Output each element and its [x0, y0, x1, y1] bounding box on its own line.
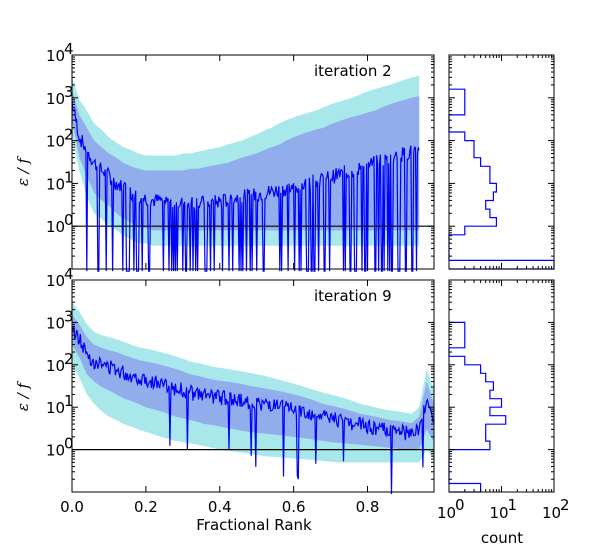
bot-ytick-exponent: 3 [64, 307, 74, 325]
side-xtick-label: 10 [542, 504, 561, 522]
top-ytick-exponent: 3 [64, 83, 74, 101]
top-annotation: iteration 2 [314, 62, 392, 80]
bottom-xtick-label: 0.6 [282, 498, 306, 516]
top-y-axis-label: ε / f [14, 155, 32, 186]
bottom-main-panel [71, 302, 435, 495]
top-side-histogram [448, 88, 555, 270]
top-ytick-exponent: 1 [64, 168, 74, 186]
side-xtick-label: 10 [490, 504, 509, 522]
bottom-xtick-label: 0.4 [208, 498, 232, 516]
bot-ytick-exponent: 0 [64, 435, 74, 453]
side-xtick-exponent: 0 [455, 496, 465, 514]
bottom-annotation: iteration 9 [314, 287, 392, 305]
top-ytick-exponent: 0 [64, 211, 74, 229]
side-xtick-exponent: 2 [560, 496, 570, 514]
top-ytick-label: 10 [46, 133, 65, 151]
bot-ytick-label: 10 [46, 399, 65, 417]
side-x-axis-label: count [481, 529, 523, 547]
top-ytick-exponent: 4 [64, 40, 74, 58]
bottom-side-panel [448, 321, 507, 493]
top-side-frame [448, 54, 555, 270]
bot-ytick-exponent: 2 [64, 350, 74, 368]
bottom-main-frame [71, 279, 435, 493]
top-side-panel [448, 88, 555, 270]
bot-ytick-label: 10 [46, 357, 65, 375]
top-main-panel [71, 75, 434, 272]
top-ytick-label: 10 [46, 90, 65, 108]
side-xtick-exponent: 1 [508, 496, 518, 514]
top-inner-band [72, 90, 420, 231]
bottom-y-axis-label: ε / f [14, 380, 32, 411]
bottom-side-frame [448, 279, 555, 493]
bot-ytick-label: 10 [46, 314, 65, 332]
bot-ytick-exponent: 1 [64, 392, 74, 410]
bot-ytick-label: 10 [46, 272, 65, 290]
top-median-line [71, 100, 420, 272]
top-main-frame [71, 54, 435, 270]
bot-side-histogram [448, 321, 507, 493]
bottom-xtick-label: 0.0 [60, 498, 84, 516]
top-ytick-label: 10 [46, 175, 65, 193]
top-ytick-label: 10 [46, 218, 65, 236]
top-ytick-exponent: 2 [64, 126, 74, 144]
bot-median-line [71, 325, 435, 495]
top-ytick-label: 10 [46, 47, 65, 65]
bot-ytick-exponent: 4 [64, 265, 74, 283]
bottom-xtick-label: 0.2 [134, 498, 158, 516]
side-xtick-label: 10 [437, 504, 456, 522]
bottom-xtick-label: 0.8 [356, 498, 380, 516]
bot-inner-band [72, 314, 434, 450]
bot-ytick-label: 10 [46, 442, 65, 460]
bottom-x-axis-label: Fractional Rank [196, 516, 312, 534]
